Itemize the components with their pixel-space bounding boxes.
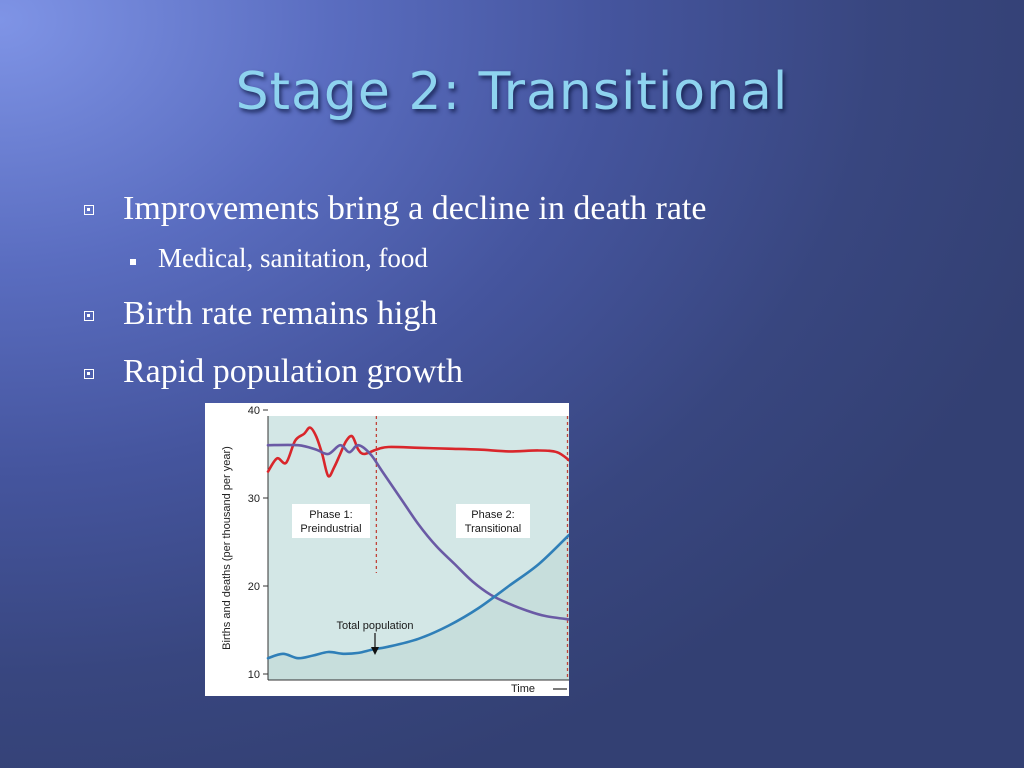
slide-title: Stage 2: Transitional [235,62,789,122]
demographic-transition-chart: 10 20 30 40 Births and deaths (per thousand… [205,403,569,696]
y-tick-label: 40 [248,405,260,417]
x-axis-label: Time [511,683,535,695]
sub-bullet-marker-icon [130,259,136,265]
phase-1-line1: Phase 1: [309,509,352,521]
y-tick-label: 20 [248,581,260,593]
phase-2-label: Phase 2: Transitional [456,504,530,538]
birth-rate-line [266,426,569,478]
population-fill-area [268,535,569,680]
y-tick-label: 10 [248,669,260,681]
y-axis-label: Births and deaths (per thousand per year… [221,446,233,650]
bullet-item: Rapid population growth [123,353,463,390]
bullet-marker-icon [84,369,94,379]
annotation-arrow-head [371,647,379,655]
total-population-annotation: Total population [336,620,413,632]
bullet-item: Improvements bring a decline in death ra… [123,190,707,227]
bullet-item: Birth rate remains high [123,295,438,332]
phase-2-line1: Phase 2: [471,509,514,521]
y-tick-label: 30 [248,493,260,505]
bullet-marker-icon [84,311,94,321]
bullet-marker-icon [84,205,94,215]
y-tick-group: 10 20 30 40 [248,405,268,681]
phase-2-line2: Transitional [465,523,521,535]
phase-1-line2: Preindustrial [300,523,361,535]
chart-canvas: 10 20 30 40 Births and deaths (per thousand… [221,405,569,695]
sub-bullet-item: Medical, sanitation, food [158,243,428,273]
death-rate-line [266,443,569,621]
phase-1-label: Phase 1: Preindustrial [292,504,370,538]
